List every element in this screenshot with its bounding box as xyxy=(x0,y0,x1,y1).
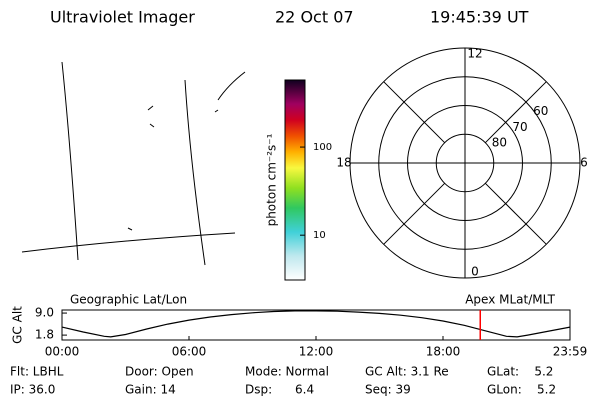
map-image xyxy=(21,61,246,266)
time: 19:45:39 UT xyxy=(430,8,529,27)
info-field: Mode: Normal xyxy=(245,365,329,379)
x-tick-label: 23:59 xyxy=(553,345,588,359)
y-axis-label: GC Alt xyxy=(11,306,25,344)
colorbar-tick-label: 10 xyxy=(313,230,326,241)
title: Ultraviolet Imager xyxy=(50,8,195,27)
colorbar xyxy=(284,79,306,281)
polar-mlt-label: 6 xyxy=(580,156,588,170)
info-field: Seq: 39 xyxy=(365,383,411,397)
polar-mlt-label: 0 xyxy=(471,265,479,279)
info-field: GLat: 5.2 xyxy=(487,365,553,379)
plot-title-left: Geographic Lat/Lon xyxy=(70,293,187,307)
x-tick-label: 00:00 xyxy=(45,345,80,359)
info-field: Gain: 14 xyxy=(125,383,176,397)
polar-diagonal xyxy=(383,182,446,245)
altitude-line xyxy=(61,310,571,338)
colorbar-label: photon cm⁻²s⁻¹ xyxy=(265,133,279,226)
y-tick-label: 1.8 xyxy=(35,328,54,342)
plot-title-right: Apex MLat/MLT xyxy=(465,293,555,307)
polar-mlt-label: 18 xyxy=(336,156,351,170)
polar-ring-label: 70 xyxy=(512,120,527,134)
plot-frame xyxy=(61,309,571,341)
info-field: IP: 36.0 xyxy=(10,383,55,397)
info-field: Door: Open xyxy=(125,365,194,379)
info-field: Flt: LBHL xyxy=(10,365,64,379)
x-tick-label: 06:00 xyxy=(172,345,207,359)
x-tick-label: 12:00 xyxy=(299,345,334,359)
polar-mlt-label: 12 xyxy=(467,47,482,61)
polar-ring-label: 60 xyxy=(533,104,548,118)
info-field: GLon: 5.2 xyxy=(487,383,556,397)
colorbar-tick-label: 100 xyxy=(313,142,332,153)
info-field: GC Alt: 3.1 Re xyxy=(365,365,449,379)
polar-diagonal xyxy=(383,81,446,144)
x-tick-label: 18:00 xyxy=(426,345,461,359)
info-field: Dsp: 6.4 xyxy=(245,383,314,397)
polar-diagonal xyxy=(484,182,547,245)
y-tick-label: 9.0 xyxy=(35,306,54,320)
polar-ring-label: 80 xyxy=(492,136,507,150)
polar-diagonal xyxy=(484,81,547,144)
date: 22 Oct 07 xyxy=(275,8,354,27)
